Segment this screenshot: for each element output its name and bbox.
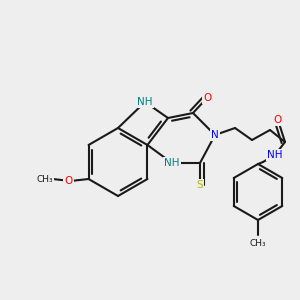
Text: N: N — [211, 130, 219, 140]
Text: O: O — [274, 115, 282, 125]
Text: CH₃: CH₃ — [36, 175, 53, 184]
Text: O: O — [64, 176, 73, 186]
Text: NH: NH — [137, 97, 153, 107]
Text: NH: NH — [164, 158, 180, 168]
Text: S: S — [197, 180, 203, 190]
Text: O: O — [203, 93, 211, 103]
Text: NH: NH — [267, 150, 283, 160]
Text: CH₃: CH₃ — [250, 238, 266, 247]
